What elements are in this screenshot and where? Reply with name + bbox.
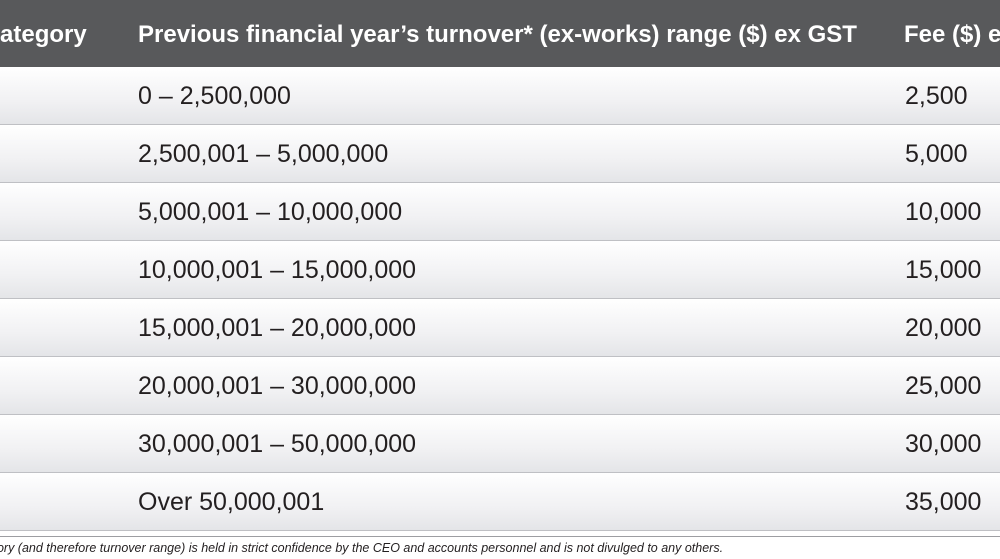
table-row: 5,000,001 – 10,000,000 10,000: [0, 183, 1000, 241]
turnover-range-cell: 15,000,001 – 20,000,000: [138, 314, 417, 342]
turnover-range-cell: 30,000,001 – 50,000,000: [138, 430, 417, 458]
table-row: 0 – 2,500,000 2,500: [0, 67, 1000, 125]
fee-cell: 2,500: [905, 82, 968, 110]
fee-table: ategory Previous financial year’s turnov…: [0, 0, 1000, 531]
footnote-text: gory (and therefore turnover range) is h…: [0, 541, 724, 555]
table-row: 15,000,001 – 20,000,000 20,000: [0, 299, 1000, 357]
turnover-range-cell: 0 – 2,500,000: [138, 82, 291, 110]
turnover-range-cell: 10,000,001 – 15,000,000: [138, 256, 417, 284]
turnover-range-cell: 2,500,001 – 5,000,000: [138, 140, 389, 168]
table-row: 20,000,001 – 30,000,000 25,000: [0, 357, 1000, 415]
turnover-range-cell: 5,000,001 – 10,000,000: [138, 198, 403, 226]
footnote: gory (and therefore turnover range) is h…: [0, 536, 1000, 559]
table-row: Over 50,000,001 35,000: [0, 473, 1000, 531]
table-row: 30,000,001 – 50,000,000 30,000: [0, 415, 1000, 473]
table-row: 10,000,001 – 15,000,000 15,000: [0, 241, 1000, 299]
fee-cell: 20,000: [905, 314, 982, 342]
header-category-label: ategory: [0, 21, 87, 48]
header-category: ategory: [0, 21, 87, 49]
header-turnover-range: Previous financial year’s turnover* (ex-…: [138, 21, 857, 48]
table-header: ategory Previous financial year’s turnov…: [0, 0, 1000, 67]
turnover-range-cell: 20,000,001 – 30,000,000: [138, 372, 417, 400]
fee-cell: 30,000: [905, 430, 982, 458]
table-row: 2,500,001 – 5,000,000 5,000: [0, 125, 1000, 183]
fee-cell: 15,000: [905, 256, 982, 284]
fee-cell: 35,000: [905, 488, 982, 516]
header-fee: Fee ($) e: [904, 21, 1000, 48]
fee-cell: 25,000: [905, 372, 982, 400]
turnover-range-cell: Over 50,000,001: [138, 488, 325, 516]
fee-cell: 10,000: [905, 198, 982, 226]
fee-cell: 5,000: [905, 140, 968, 168]
